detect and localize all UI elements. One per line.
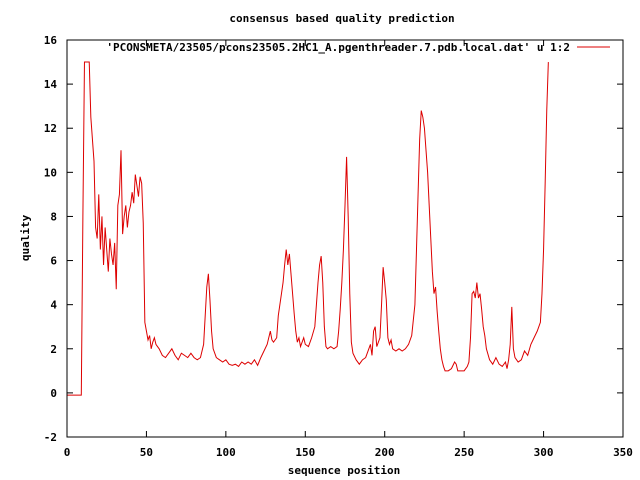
y-tick-label: 6 bbox=[50, 255, 57, 268]
x-tick-label: 0 bbox=[64, 446, 71, 459]
x-tick-label: 50 bbox=[140, 446, 153, 459]
y-tick-label: 2 bbox=[50, 343, 57, 356]
y-tick-label: 8 bbox=[50, 210, 57, 223]
axis-tick-labels: 0 50 100 150 200 250 300 350 -2 0 2 4 6 8 10 12 14 16 bbox=[44, 34, 633, 459]
x-tick-label: 200 bbox=[375, 446, 395, 459]
quality-series-line bbox=[67, 61, 549, 396]
y-tick-label: 12 bbox=[44, 122, 57, 135]
y-tick-label: -2 bbox=[44, 431, 57, 444]
x-tick-label: 100 bbox=[216, 446, 236, 459]
x-tick-label: 300 bbox=[534, 446, 554, 459]
y-tick-label: 10 bbox=[44, 166, 57, 179]
x-tick-label: 150 bbox=[295, 446, 315, 459]
y-tick-label: 0 bbox=[50, 387, 57, 400]
y-tick-label: 4 bbox=[50, 299, 57, 312]
plot-frame bbox=[66, 39, 624, 438]
y-axis-label: quality bbox=[19, 214, 32, 261]
x-tick-label: 250 bbox=[454, 446, 474, 459]
x-tick-label: 350 bbox=[613, 446, 633, 459]
y-tick-label: 14 bbox=[44, 78, 58, 91]
y-tick-label: 16 bbox=[44, 34, 58, 47]
legend-label: 'PCONSMETA/23505/pcons23505.2HC1_A.pgent… bbox=[106, 41, 570, 54]
chart-title: consensus based quality prediction bbox=[229, 12, 454, 25]
x-axis-label: sequence position bbox=[288, 464, 401, 477]
